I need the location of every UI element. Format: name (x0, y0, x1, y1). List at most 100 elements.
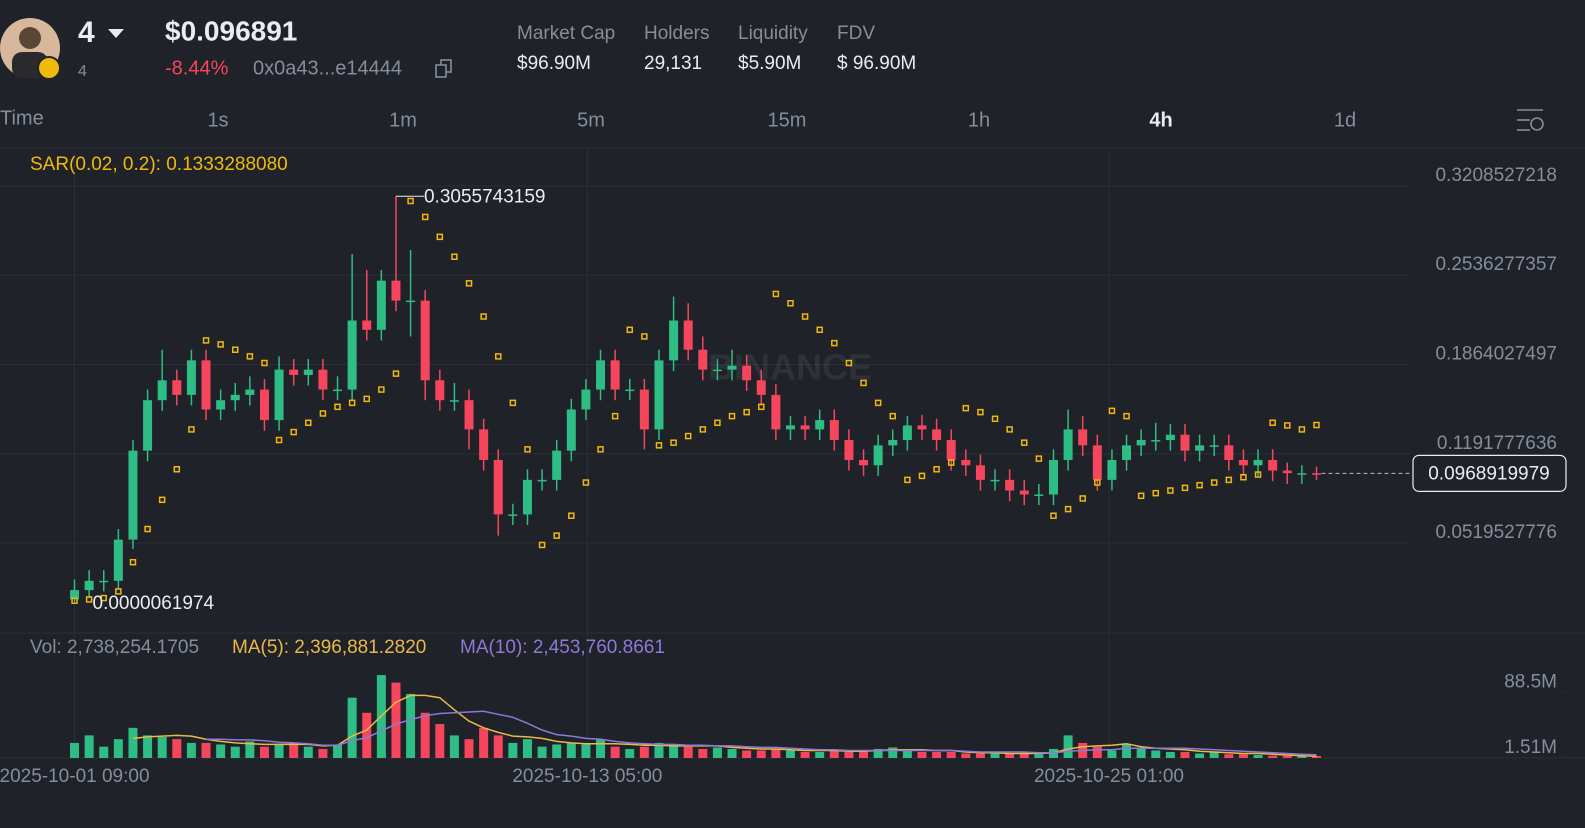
candle-body (289, 369, 299, 375)
candle-body (449, 400, 459, 402)
ma-line (206, 710, 1317, 756)
sar-dot (553, 532, 560, 539)
candle-body (859, 459, 869, 466)
volume-bar (391, 682, 401, 758)
sar-dot (933, 466, 940, 473)
sar-dot (1167, 487, 1174, 494)
volume-bar (581, 744, 591, 758)
chain-badge (37, 56, 61, 80)
stat-value: $96.90M (517, 53, 591, 74)
candle-body (683, 320, 693, 350)
candle-body (829, 420, 839, 441)
volume-bar (1151, 750, 1161, 758)
interval-tab[interactable]: 5m (577, 109, 605, 131)
sar-dot (1079, 495, 1086, 502)
volume-bar (727, 748, 737, 758)
volume-bar (961, 753, 971, 758)
volume-bar (479, 727, 489, 758)
candle-body (1209, 445, 1219, 447)
volume-bar (1238, 754, 1248, 758)
candle-body (946, 440, 956, 460)
candle-body (1297, 473, 1307, 475)
volume-bar (1063, 735, 1073, 758)
stat-value: $5.90M (738, 53, 801, 74)
candle-body (1282, 470, 1292, 474)
volume-bar (99, 746, 109, 758)
candle-body (990, 479, 1000, 482)
candle-body (844, 440, 854, 460)
candle-body (347, 320, 357, 390)
sar-dot (962, 404, 970, 412)
volume-bar (1282, 755, 1292, 758)
sar-dot (144, 525, 151, 533)
volume-bar (1268, 755, 1278, 758)
volume-bar (406, 693, 416, 758)
stat-label: Liquidity (738, 23, 808, 44)
sar-dot (918, 472, 926, 480)
candle-body (1224, 445, 1234, 460)
candle-body (84, 580, 94, 591)
volume-bar (245, 741, 255, 758)
interval-tab[interactable]: 1s (207, 109, 228, 131)
volume-bar (333, 744, 343, 758)
sar-dot (670, 439, 677, 446)
volume-bar (902, 750, 912, 758)
chart: 0.3208527218 0.2536277357 0.1864027497 0.11… (0, 147, 1585, 787)
volume-bar (610, 746, 620, 758)
sar-dot (1298, 426, 1306, 433)
price-tag (1412, 454, 1567, 492)
sar-dot (1021, 439, 1028, 446)
candle-body (756, 380, 766, 395)
candle-body (932, 429, 942, 441)
candle-body (1180, 434, 1190, 451)
candle-body (888, 440, 898, 446)
dropdown-icon[interactable] (108, 29, 124, 38)
interval-tab[interactable]: 1m (389, 109, 417, 131)
interval-tab[interactable]: 1h (968, 109, 990, 131)
sar-legend: SAR(0.02, 0.2): 0.1333288080 (30, 154, 288, 175)
sar-dot (538, 541, 546, 549)
candle-body (303, 369, 313, 375)
volume-bar (289, 742, 299, 758)
sar-dot (1284, 422, 1291, 429)
candle-body (1107, 459, 1117, 480)
candle-body (537, 479, 547, 482)
interval-tab[interactable]: 1d (1334, 109, 1356, 131)
ma-legend: MA(10): 2,453,760.8661 (460, 637, 665, 658)
candle-body (99, 580, 109, 583)
copy-icon[interactable] (435, 59, 452, 78)
volume-bar (1092, 746, 1102, 758)
x-tick-label: 2025-10-13 05:00 (512, 766, 662, 787)
candle-body (975, 465, 985, 480)
candle-body (771, 394, 781, 430)
volume-bar (683, 746, 693, 758)
candle-body (333, 389, 343, 392)
interval-tab[interactable]: 15m (768, 109, 807, 131)
candle-body (698, 349, 708, 370)
candle-body (376, 280, 386, 330)
volume-bar (1019, 751, 1029, 758)
volume-bar (917, 751, 927, 758)
x-tick-label: 2025-10-01 09:00 (0, 766, 150, 787)
interval-tab[interactable]: 4h (1149, 109, 1172, 131)
volume-bar (157, 736, 167, 758)
volume-bar (420, 712, 430, 758)
candle-body (186, 360, 196, 395)
sar-dot (1108, 407, 1116, 415)
sar-dot (129, 558, 137, 566)
sar-dot (1313, 421, 1320, 429)
candle-body (654, 360, 664, 430)
interval-tab[interactable]: Time (0, 107, 44, 129)
volume-bar (172, 739, 182, 758)
settings-icon[interactable] (1517, 109, 1544, 131)
sar-dot (1006, 426, 1013, 433)
candle-body (815, 420, 825, 430)
sar-dot (100, 594, 107, 602)
volume-bar (625, 748, 635, 758)
max-label: 0.3055743159 (424, 186, 546, 207)
volume-bar (537, 746, 547, 758)
volume-bar (1195, 753, 1205, 758)
volume-bar (493, 735, 503, 758)
sar-dot (568, 512, 575, 519)
